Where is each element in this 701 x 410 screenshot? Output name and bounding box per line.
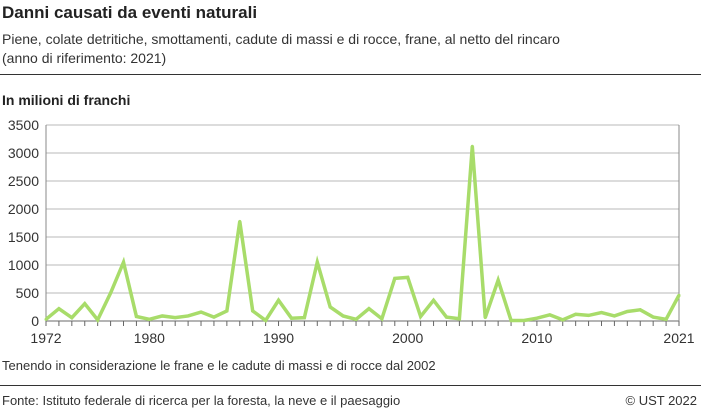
data-point [638, 308, 642, 312]
data-point [199, 310, 203, 314]
y-tick-label: 1500 [8, 229, 39, 245]
x-tick-label: 1990 [263, 330, 294, 346]
data-point [380, 317, 384, 321]
x-tick-label: 2021 [663, 330, 694, 346]
copyright-text: © UST 2022 [625, 393, 698, 408]
source-text: Fonte: Istituto federale di ricerca per … [2, 393, 401, 408]
data-point [264, 318, 268, 322]
data-point [238, 219, 242, 223]
x-tick-label: 2000 [392, 330, 423, 346]
data-point [341, 314, 345, 318]
chart-title: Danni causati da eventi naturali [2, 3, 258, 22]
data-point [83, 302, 87, 306]
data-point [173, 316, 177, 320]
data-point [625, 309, 629, 313]
data-point [419, 315, 423, 319]
y-axis-label: In milioni di franchi [2, 92, 131, 108]
data-point [587, 313, 591, 317]
x-tick-label: 1980 [134, 330, 165, 346]
y-tick-label: 2500 [8, 173, 39, 189]
divider [0, 385, 701, 386]
y-tick-label: 3500 [8, 117, 39, 133]
x-tick-label: 1972 [30, 330, 61, 346]
data-point [289, 316, 293, 320]
data-point [612, 314, 616, 318]
data-point [134, 315, 138, 319]
data-point [677, 293, 681, 297]
chart-subtitle: Piene, colate detritiche, smottamenti, c… [2, 31, 560, 47]
data-point [147, 317, 151, 321]
data-point [70, 316, 74, 320]
y-tick-label: 2000 [8, 201, 39, 217]
data-point [444, 315, 448, 319]
data-point [96, 318, 100, 322]
chart-note: Tenendo in considerazione le frane e le … [2, 358, 436, 373]
data-line [44, 146, 681, 324]
data-point [664, 317, 668, 321]
data-point [302, 316, 306, 320]
data-point [225, 309, 229, 313]
data-point [470, 144, 474, 148]
data-point [315, 260, 319, 264]
y-tick-label: 500 [16, 285, 40, 301]
data-point [599, 311, 603, 315]
data-point [432, 298, 436, 302]
data-point [367, 307, 371, 311]
data-point [496, 278, 500, 282]
data-point [457, 317, 461, 321]
data-point [57, 307, 61, 311]
data-point [354, 317, 358, 321]
data-point [44, 317, 48, 321]
data-point [251, 309, 255, 313]
data-point [522, 318, 526, 322]
y-tick-label: 0 [31, 313, 39, 329]
data-point [393, 276, 397, 280]
data-point [651, 315, 655, 319]
data-point [574, 312, 578, 316]
line-chart: 0 500 1000 1500 2000 2500 3000 3500 1972 1980 1990… [8, 117, 695, 346]
chart-subtitle-2: (anno di riferimento: 2021) [2, 50, 167, 66]
data-point [277, 298, 281, 302]
data-point [535, 316, 539, 320]
data-point [160, 314, 164, 318]
data-point [483, 316, 487, 320]
data-point [212, 315, 216, 319]
y-tick-label: 3000 [8, 145, 39, 161]
data-point [186, 314, 190, 318]
divider [0, 74, 701, 75]
y-tick-label: 1000 [8, 257, 39, 273]
data-point [561, 318, 565, 322]
data-point [109, 291, 113, 295]
data-point [509, 318, 513, 322]
data-point [122, 260, 126, 264]
data-point [406, 275, 410, 279]
x-tick-label: 2010 [521, 330, 552, 346]
data-point [328, 305, 332, 309]
data-point [548, 313, 552, 317]
